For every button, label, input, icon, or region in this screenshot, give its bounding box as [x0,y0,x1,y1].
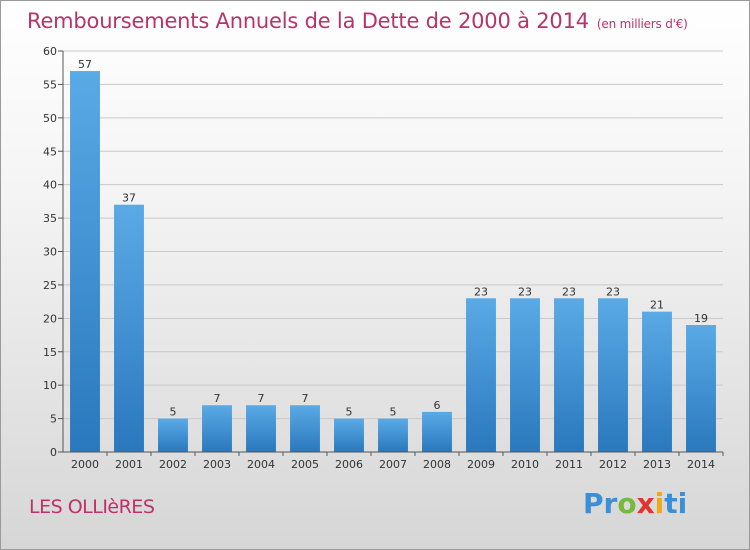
data-label: 23 [562,285,576,298]
bar [642,311,672,452]
data-label: 7 [302,392,309,405]
x-tick-label: 2012 [599,458,627,471]
y-tick-label: 25 [43,279,57,292]
logo-letter: o [617,487,637,520]
x-tick-label: 2001 [115,458,143,471]
logo-letter: x [636,487,655,520]
data-label: 6 [434,399,441,412]
y-tick-label: 5 [50,413,57,426]
y-tick-label: 30 [43,246,57,259]
logo-letter: P [583,487,604,520]
bar [158,418,188,452]
bar [378,418,408,452]
commune-name: LES OLLIèRES [29,496,155,518]
chart-title-text: Remboursements Annuels de la Dette de 20… [27,9,589,33]
x-tick-label: 2011 [555,458,583,471]
x-tick-label: 2013 [643,458,671,471]
bar [70,71,100,453]
y-tick-label: 35 [43,212,57,225]
x-tick-label: 2009 [467,458,495,471]
bar [246,405,276,452]
bar [686,325,716,452]
y-tick-label: 40 [43,179,57,192]
logo-letter: i [654,487,665,520]
data-label: 23 [606,285,620,298]
x-tick-label: 2005 [291,458,319,471]
data-label: 23 [518,285,532,298]
x-tick-label: 2008 [423,458,451,471]
bar [114,204,144,452]
data-label: 7 [258,392,265,405]
y-tick-label: 50 [43,112,57,125]
bar [598,298,628,452]
chart-subtitle: (en milliers d'€) [596,17,688,31]
y-tick-label: 60 [43,45,57,58]
data-label: 23 [474,285,488,298]
x-tick-label: 2004 [247,458,275,471]
bar [422,411,452,452]
data-label: 7 [214,392,221,405]
data-label: 19 [694,312,708,325]
bar [334,418,364,452]
data-label: 21 [650,299,664,312]
y-tick-label: 55 [43,78,57,91]
logo-letter: ti [664,487,688,520]
x-tick-label: 2007 [379,458,407,471]
proxiti-logo: Proxiti [583,487,687,520]
x-tick-label: 2000 [71,458,99,471]
bar [290,405,320,452]
data-label: 5 [390,406,397,419]
x-tick-label: 2002 [159,458,187,471]
y-tick-label: 0 [50,446,57,459]
y-tick-label: 10 [43,379,57,392]
data-label: 5 [346,406,353,419]
bar [466,298,496,452]
y-tick-label: 45 [43,145,57,158]
data-label: 5 [170,406,177,419]
bar [510,298,540,452]
y-tick-label: 15 [43,346,57,359]
data-label: 57 [78,58,92,71]
x-tick-label: 2006 [335,458,363,471]
x-tick-label: 2003 [203,458,231,471]
x-tick-label: 2010 [511,458,539,471]
chart-title: Remboursements Annuels de la Dette de 20… [27,9,688,33]
bar [554,298,584,452]
x-tick-label: 2014 [687,458,715,471]
y-tick-label: 20 [43,312,57,325]
data-label: 37 [122,192,136,205]
logo-letter: r [603,487,618,520]
bar [202,405,232,452]
